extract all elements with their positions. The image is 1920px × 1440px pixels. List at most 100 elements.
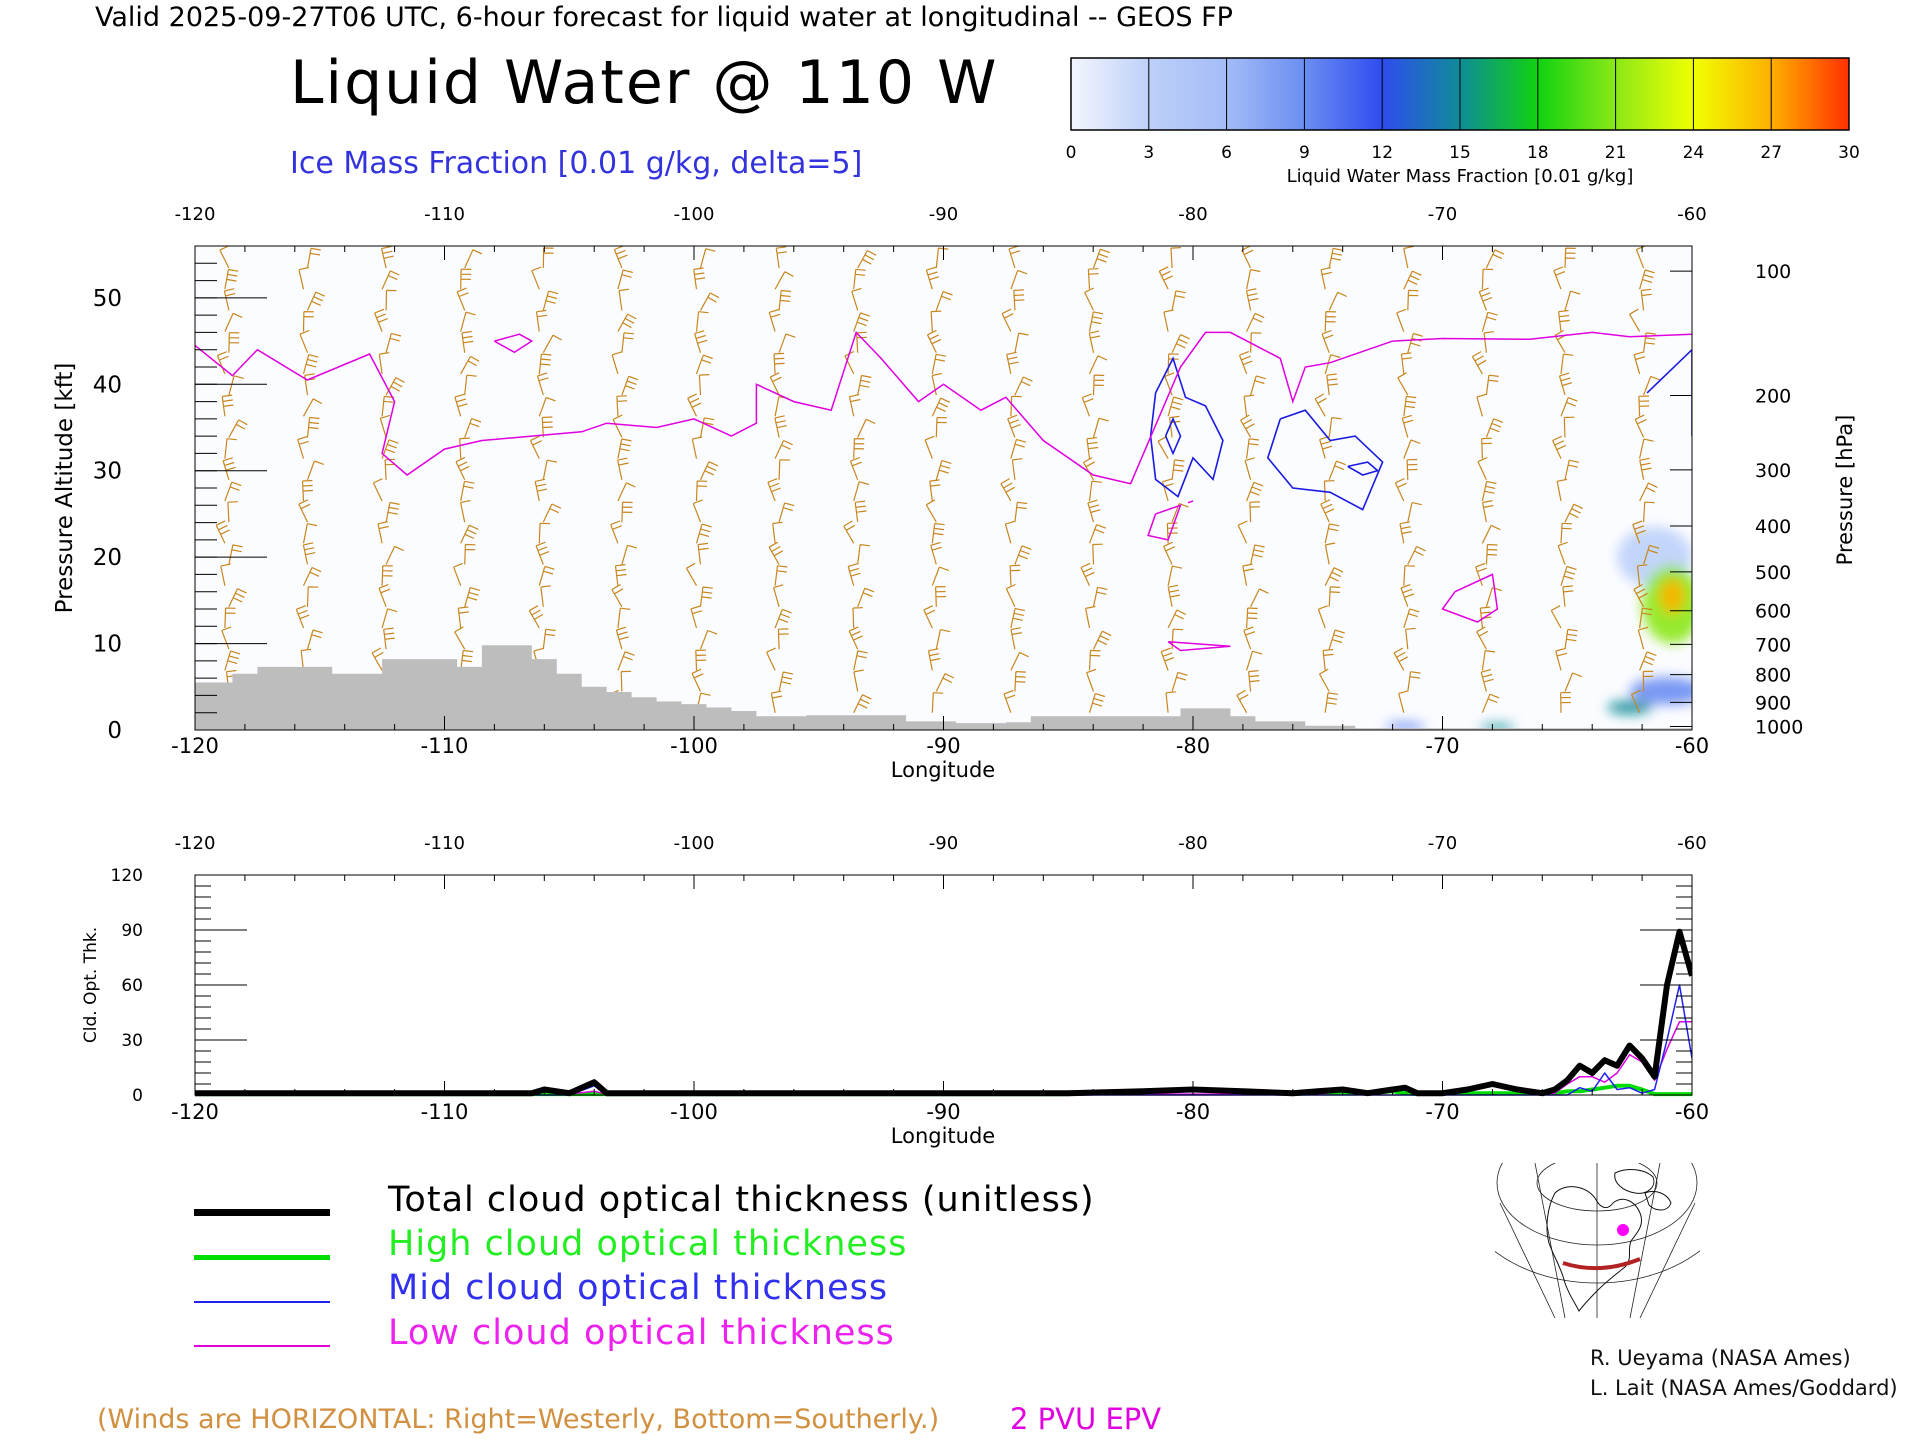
- wind-barb: [857, 544, 871, 565]
- wind-barb: [692, 499, 703, 523]
- wind-barb: [852, 607, 864, 629]
- wind-barb: [1639, 482, 1658, 502]
- wind-barb: [1630, 689, 1641, 713]
- wind-barb: [1250, 544, 1265, 565]
- wind-barb: [1088, 649, 1101, 671]
- wind-barb: [773, 352, 785, 374]
- wind-barb: [614, 564, 627, 586]
- wind-barb: [306, 629, 323, 650]
- wind-barb: [854, 500, 867, 523]
- liquid-water-blob: [1629, 677, 1692, 705]
- x-tick-label-top: -80: [1178, 204, 1207, 225]
- wind-barb: [457, 606, 469, 629]
- wind-barb: [302, 566, 322, 586]
- wind-barb: [1001, 308, 1014, 332]
- wind-barb: [1557, 541, 1568, 565]
- wind-barb: [538, 522, 551, 544]
- wind-barb: [464, 374, 477, 396]
- wind-barb: [778, 671, 794, 692]
- wind-barb: [1328, 247, 1344, 269]
- location-marker: [1617, 1224, 1629, 1236]
- y-tick-label: 10: [93, 632, 122, 658]
- wind-barb: [925, 266, 940, 290]
- wind-barb: [1010, 607, 1025, 629]
- wind-barb: [1400, 352, 1412, 374]
- wind-barb: [1639, 651, 1657, 671]
- cod-y-tick-label: 90: [121, 921, 143, 941]
- wind-barb: [228, 332, 240, 353]
- cross-section-line: [1562, 1257, 1641, 1271]
- wind-barb: [538, 353, 552, 374]
- ice-subtitle: Ice Mass Fraction [0.01 g/kg, delta=5]: [290, 146, 863, 181]
- wind-barb: [847, 563, 861, 586]
- wind-barb: [695, 311, 709, 332]
- wind-barb: [931, 692, 944, 713]
- wind-barb: [1243, 626, 1256, 650]
- wind-barb: [298, 499, 311, 523]
- wind-barb: [454, 626, 466, 650]
- wind-barb: [1558, 372, 1573, 396]
- wind-barb: [697, 542, 709, 565]
- wind-barb: [848, 626, 863, 650]
- wind-barb: [536, 372, 549, 396]
- wind-barb: [1167, 396, 1184, 417]
- legend-label-total: Total cloud optical thickness (unitless): [388, 1180, 1095, 1220]
- wind-barb: [1248, 670, 1260, 692]
- wind-barb: [931, 522, 945, 544]
- wind-barb: [1407, 545, 1426, 565]
- wind-barb: [540, 585, 551, 607]
- wind-barb: [534, 478, 548, 502]
- pressure-tick-label: 1000: [1755, 717, 1803, 739]
- wind-barb: [1160, 647, 1175, 671]
- wind-barb: [927, 648, 941, 671]
- wind-barb: [1560, 522, 1573, 544]
- pressure-tick-label: 700: [1755, 634, 1791, 656]
- wind-barb: [1638, 395, 1650, 417]
- wind-barb: [1407, 289, 1419, 311]
- wind-barb: [1396, 308, 1407, 332]
- wind-barb: [378, 584, 391, 608]
- x-tick-label-bottom: -120: [171, 734, 219, 758]
- cod-x-tick-label-top: -70: [1428, 833, 1457, 854]
- wind-barb: [778, 502, 795, 523]
- wind-barb: [372, 478, 383, 502]
- wind-barb: [935, 673, 955, 692]
- wind-barb: [306, 586, 319, 607]
- wind-barb: [930, 310, 942, 332]
- wind-barb: [306, 291, 326, 311]
- wind-barb: [699, 292, 720, 311]
- wind-barb: [1244, 457, 1255, 480]
- pressure-tick-label: 100: [1755, 261, 1791, 283]
- wind-barb: [460, 268, 472, 290]
- wind-barb: [1564, 247, 1576, 269]
- wind-barb: [381, 608, 398, 629]
- wind-barb: [935, 416, 948, 438]
- wind-barb: [767, 478, 782, 502]
- wind-barb: [460, 311, 476, 332]
- x-axis-label: Longitude: [891, 758, 995, 782]
- y-tick-label: 50: [93, 286, 122, 312]
- wind-barb: [1088, 524, 1107, 544]
- wind-barb: [774, 415, 787, 438]
- wind-barb: [695, 649, 707, 671]
- wind-barb: [464, 418, 482, 438]
- wind-barb: [541, 416, 553, 438]
- wind-barb: [857, 249, 877, 269]
- wind-barb: [615, 626, 629, 650]
- wind-barb: [612, 414, 623, 438]
- colorbar-cells: [1071, 58, 1849, 130]
- main-axes: -120 -120 -110 -110 -100 -100 -90 -90 -80 -80 -70 -…: [93, 204, 1804, 758]
- wind-barb: [925, 499, 937, 523]
- wind-barb: [778, 459, 790, 480]
- wind-barb: [1560, 397, 1578, 417]
- wind-barb: [215, 520, 230, 544]
- wind-barb: [843, 520, 856, 544]
- colorbar-tick: 6: [1221, 143, 1232, 163]
- cod-x-tick-label-bottom: -110: [421, 1100, 469, 1124]
- wind-barb: [1246, 438, 1260, 459]
- wind-barb: [1636, 564, 1648, 586]
- wind-barb: [1633, 351, 1646, 375]
- epv-closed-contour: [1167, 641, 1231, 652]
- wind-barb: [1328, 291, 1348, 311]
- legend-label-low: Low cloud optical thickness: [388, 1313, 895, 1353]
